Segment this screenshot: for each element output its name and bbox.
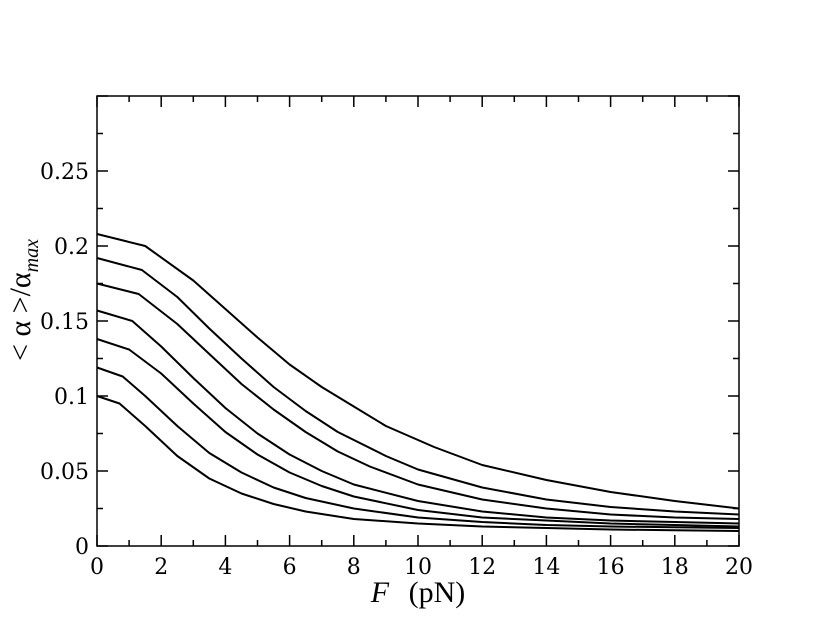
series-line-1 [96,395,740,532]
y-axis-label: < α >/αmax [4,239,43,361]
y-tick-labels: 0 0.05 0.1 0.15 0.2 0.25 [40,160,89,560]
x-tick-label: 6 [283,555,297,580]
series-line-7 [96,233,740,510]
x-tick-label: 2 [154,555,168,580]
y-tick-label: 0.1 [54,385,89,410]
series-line-3 [96,338,740,528]
axis-ticks [96,95,740,547]
x-tick-label: 8 [347,555,361,580]
series-line-5 [96,282,740,520]
x-tick-labels: 0 2 4 6 8 10 12 14 16 18 20 [90,555,753,580]
y-axis-label-main: < α >/α [4,272,37,361]
series-line-2 [96,366,740,529]
x-tick-label: 16 [597,555,625,580]
series-lines [96,233,740,532]
y-tick-label: 0 [75,535,89,560]
y-tick-label: 0.15 [40,310,89,335]
x-axis-label-main: F [370,576,390,609]
y-axis-label-sub: max [21,239,43,272]
y-tick-label: 0.05 [40,460,89,485]
x-tick-label: 12 [468,555,496,580]
series-line-6 [96,257,740,516]
x-axis-label: F (pN) [370,576,465,609]
x-axis-label-unit: (pN) [409,576,466,609]
x-tick-label: 4 [218,555,232,580]
series-line-4 [96,309,740,525]
x-tick-label: 0 [90,555,104,580]
x-tick-label: 10 [404,555,432,580]
x-tick-label: 20 [725,555,753,580]
plot-border [96,95,740,547]
y-tick-label: 0.2 [54,235,89,260]
x-tick-label: 14 [532,555,560,580]
x-tick-label: 18 [661,555,689,580]
y-tick-label: 0.25 [40,160,89,185]
plot-frame [96,95,740,547]
